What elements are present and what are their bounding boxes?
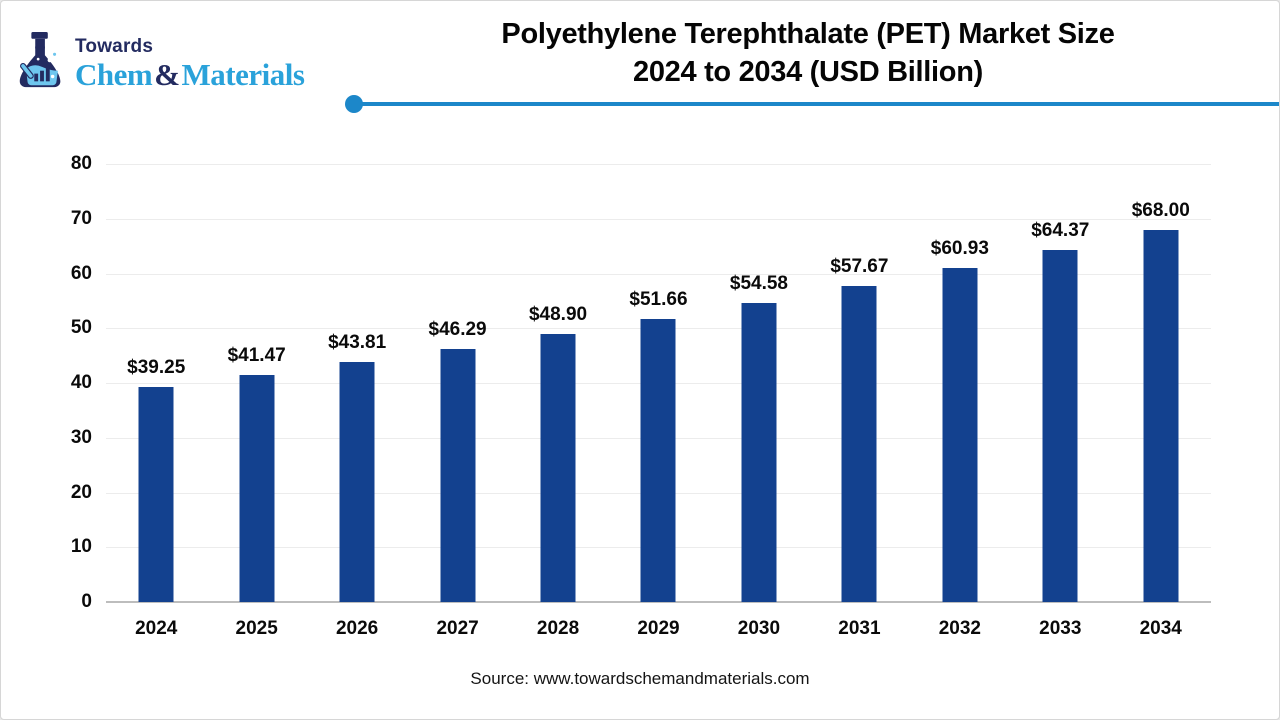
y-axis-tick-70: 70 xyxy=(70,207,92,229)
gridline-60 xyxy=(106,273,1211,275)
y-axis-tick-0: 0 xyxy=(81,591,92,612)
plot-area: 0 10 20 30 40 50 60 70 80 $39.25 2024 $41.47 2025 $43… xyxy=(71,153,1211,639)
bar-2031 xyxy=(841,286,877,602)
x-axis-tick-2030: 2030 xyxy=(737,618,781,639)
page-title: Polyethylene Terephthalate (PET) Market … xyxy=(341,15,1275,91)
bar-2027 xyxy=(440,348,476,602)
bar-group-2034: $68.00 2034 xyxy=(1111,164,1211,639)
bar-group-2028: $48.90 2028 xyxy=(508,164,608,639)
x-axis-tick-2032: 2032 xyxy=(938,618,981,639)
bar-group-2026: $43.81 2026 xyxy=(307,164,407,639)
bar-value-label-2026: $43.81 xyxy=(328,332,387,354)
bar-group-2024: $39.25 2024 xyxy=(106,164,206,639)
x-axis-tick-2034: 2034 xyxy=(1139,618,1182,639)
brand-top-text: Towards xyxy=(75,36,154,57)
title-divider-dot xyxy=(345,95,363,113)
brand-name: Chem&Materials xyxy=(75,57,305,92)
bar-2029 xyxy=(640,319,676,602)
x-axis-tick-2029: 2029 xyxy=(637,618,680,639)
bar-value-label-2031: $57.67 xyxy=(830,256,889,278)
brand-text: Towards Chem&Materials xyxy=(75,31,305,92)
bar-group-2025: $41.47 2025 xyxy=(206,164,306,639)
y-axis-tick-20: 20 xyxy=(70,481,92,503)
x-axis-tick-2033: 2033 xyxy=(1039,618,1082,639)
x-axis-tick-2024: 2024 xyxy=(135,618,178,639)
flask-icon xyxy=(19,32,61,88)
bar-value-label-2033: $64.37 xyxy=(1031,219,1090,241)
bar-2026 xyxy=(339,362,375,602)
brand-name-chem: Chem xyxy=(75,57,153,92)
gridline-80 xyxy=(106,164,1211,165)
bar-group-2030: $54.58 2030 xyxy=(709,164,809,639)
bar-value-label-2032: $60.93 xyxy=(930,238,989,260)
bar-group-2027: $46.29 2027 xyxy=(407,164,507,639)
x-axis-tick-2026: 2026 xyxy=(335,618,379,639)
bar-value-label-2030: $54.58 xyxy=(729,273,788,295)
brand-name-ampersand: & xyxy=(154,57,180,92)
brand-logo: Towards Chem&Materials xyxy=(13,31,305,93)
bar-group-2032: $60.93 2032 xyxy=(910,164,1010,639)
bar-value-label-2024: $39.25 xyxy=(127,357,186,379)
bar-2028 xyxy=(540,334,576,602)
bar-2032 xyxy=(942,268,978,602)
bar-group-2033: $64.37 2033 xyxy=(1010,164,1110,639)
bar-value-label-2028: $48.90 xyxy=(528,304,588,326)
x-axis-tick-2028: 2028 xyxy=(536,618,580,639)
x-axis-tick-2031: 2031 xyxy=(838,618,881,639)
bar-value-label-2027: $46.29 xyxy=(428,318,487,340)
bar-2025 xyxy=(239,374,275,602)
title-line-2: 2024 to 2034 (USD Billion) xyxy=(633,56,983,88)
y-axis-tick-10: 10 xyxy=(70,536,92,558)
x-axis-tick-2027: 2027 xyxy=(436,618,479,639)
brand-name-materials: Materials xyxy=(181,57,305,92)
title-divider-line xyxy=(354,102,1279,106)
bar-value-label-2025: $41.47 xyxy=(227,344,286,366)
title-line-1: Polyethylene Terephthalate (PET) Market … xyxy=(501,18,1115,50)
y-axis-tick-30: 30 xyxy=(70,426,92,448)
bar-value-label-2029: $51.66 xyxy=(629,289,688,311)
y-axis-tick-50: 50 xyxy=(70,317,92,339)
x-axis-tick-2025: 2025 xyxy=(235,618,278,639)
y-axis-tick-60: 60 xyxy=(70,262,92,284)
bar-group-2031: $57.67 2031 xyxy=(809,164,909,639)
bar-value-label-2034: $68.00 xyxy=(1131,199,1190,221)
bar-2024 xyxy=(138,387,174,602)
bar-2033 xyxy=(1042,249,1078,602)
bar-group-2029: $51.66 2029 xyxy=(608,164,708,639)
x-axis-baseline xyxy=(106,601,1211,603)
y-axis-tick-80: 80 xyxy=(70,153,92,174)
y-axis-tick-40: 40 xyxy=(70,372,92,393)
gridline-70 xyxy=(106,218,1211,220)
source-text: Source: www.towardschemandmaterials.com xyxy=(470,669,810,688)
bar-2034 xyxy=(1143,229,1179,602)
bar-2030 xyxy=(741,303,777,602)
